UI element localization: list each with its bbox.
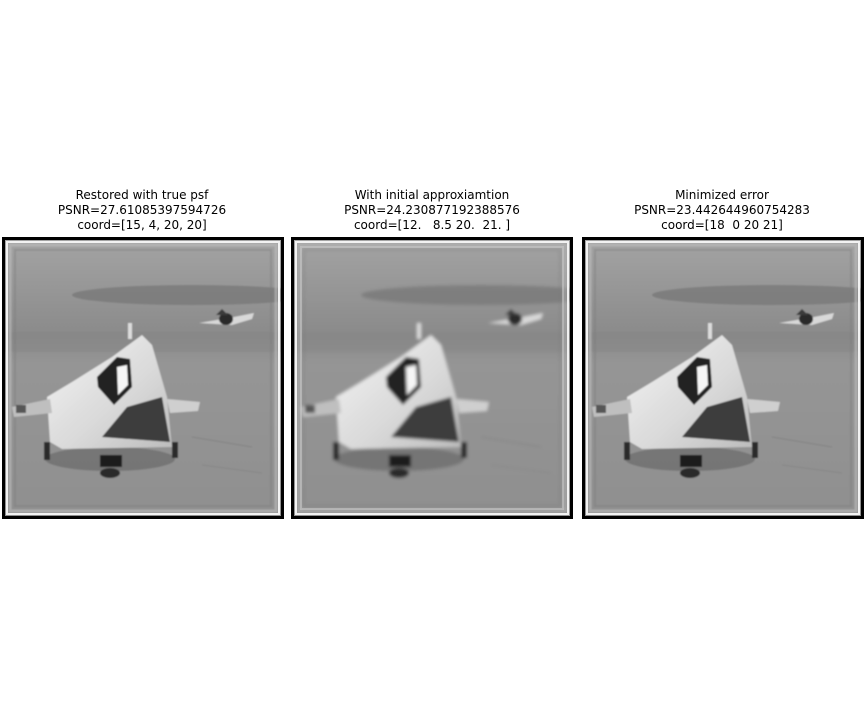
title-line-1: Minimized error <box>675 188 769 202</box>
restored-image <box>2 237 284 519</box>
title-line-3: coord=[12. 8.5 20. 21. ] <box>353 218 511 232</box>
panel-title: Restored with true psf PSNR=27.610853975… <box>0 188 292 233</box>
minimized-error-image <box>582 237 864 519</box>
title-line-2: PSNR=23.442644960754283 <box>634 203 810 217</box>
airplane-image-svg <box>291 237 573 519</box>
panel-title: Minimized error PSNR=23.442644960754283 … <box>572 188 864 233</box>
title-line-2: PSNR=24.230877192388576 <box>344 203 520 217</box>
panel-title: With initial approxiamtion PSNR=24.23087… <box>282 188 582 233</box>
title-line-3: coord=[15, 4, 20, 20] <box>77 218 207 232</box>
title-line-1: Restored with true psf <box>75 188 209 202</box>
title-line-1: With initial approxiamtion <box>354 188 510 202</box>
initial-approx-image <box>291 237 573 519</box>
airplane-image-svg <box>2 237 284 519</box>
title-line-2: PSNR=27.61085397594726 <box>57 203 227 217</box>
title-line-3: coord=[18 0 20 21] <box>661 218 783 232</box>
airplane-image-svg <box>582 237 864 519</box>
